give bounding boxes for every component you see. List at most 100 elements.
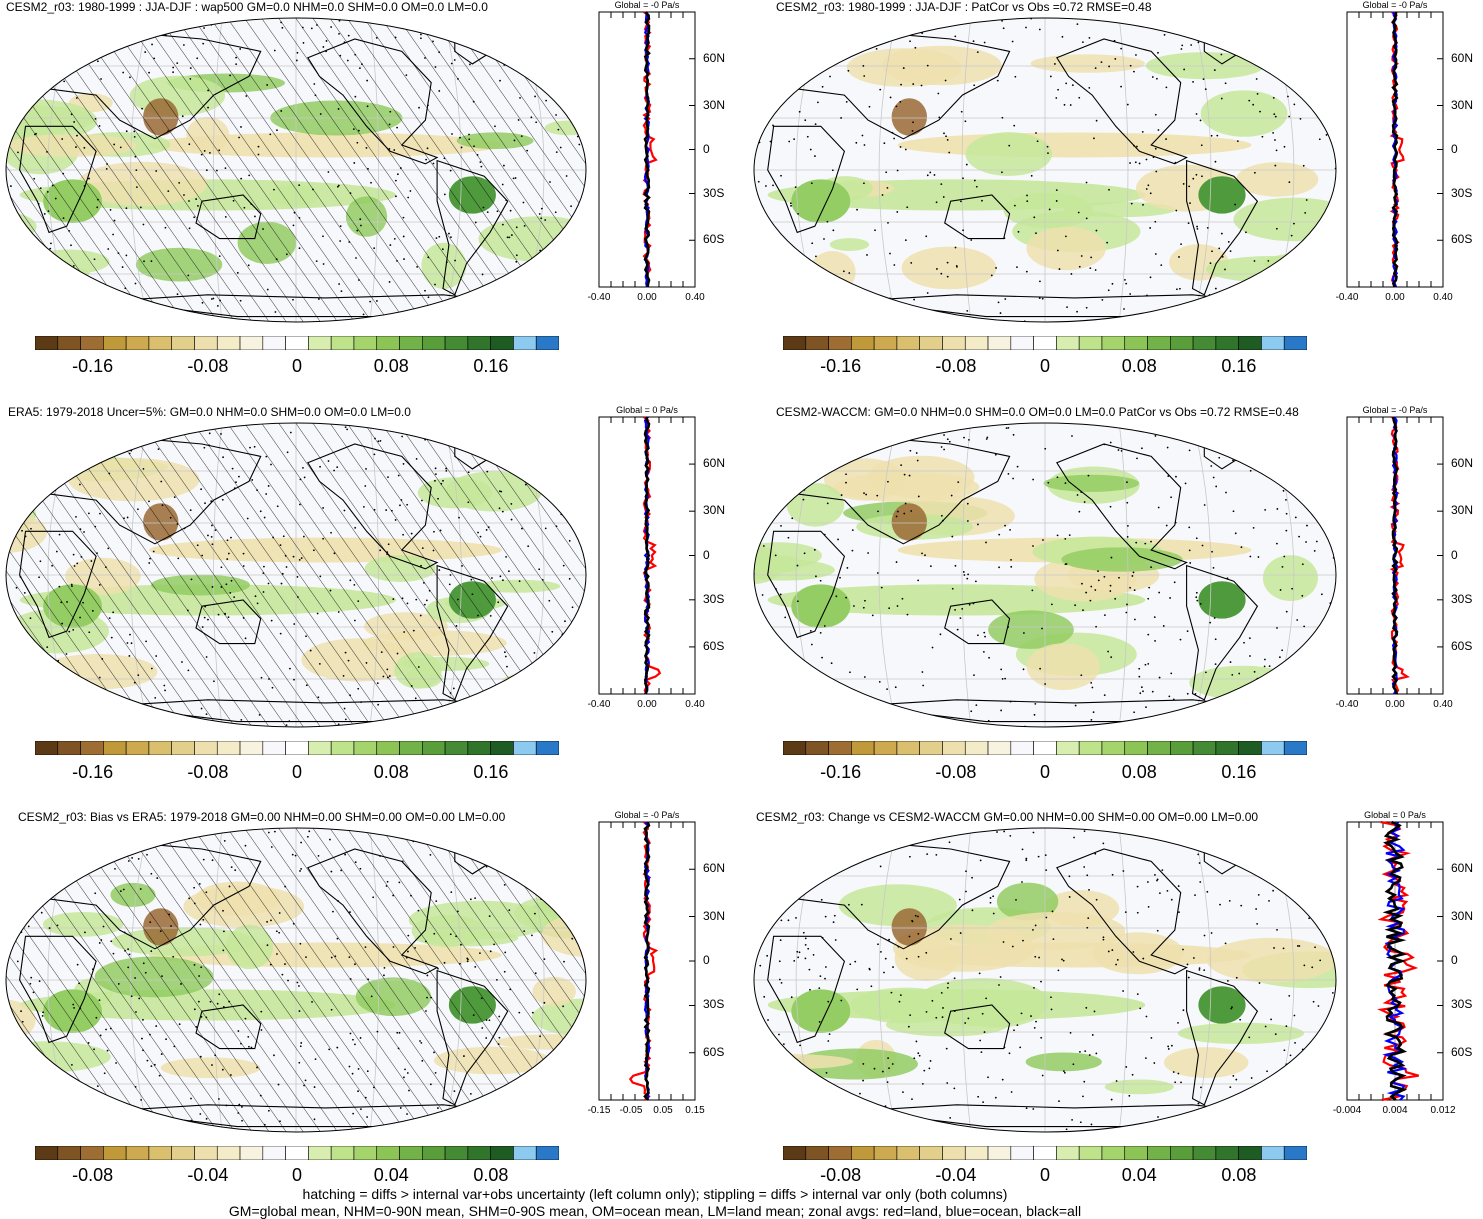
stipple-dot — [884, 957, 887, 960]
stipple-dot — [925, 24, 928, 26]
stipple-dot — [994, 1096, 997, 1099]
stipple-dot — [848, 272, 851, 274]
stipple-dot — [24, 1117, 26, 1120]
stipple-dot — [1008, 144, 1011, 147]
stipple-dot — [1195, 596, 1198, 599]
colorbar-swatch — [34, 1145, 59, 1161]
stipple-dot — [556, 882, 559, 885]
colorbar-label: -0.08 — [820, 1165, 862, 1185]
stipple-dot — [983, 41, 986, 44]
stipple-dot — [998, 533, 1001, 536]
stipple-dot — [914, 46, 917, 49]
colorbar-swatch — [1147, 1145, 1171, 1161]
stipple-dot — [513, 276, 516, 279]
stipple-dot — [1172, 698, 1175, 701]
zonal-mean-plot: Global = -0 Pa/s 60N 30N 0 30S 60S -0.15 -0.05 0… — [588, 810, 754, 1138]
stipple-dot — [1325, 134, 1328, 136]
colorbar-swatch — [239, 740, 264, 756]
stipple-dot — [541, 459, 544, 461]
stipple-dot — [1226, 979, 1229, 982]
stipple-dot — [791, 1076, 794, 1079]
stipple-dot — [796, 600, 799, 603]
stipple-dot — [1030, 1015, 1032, 1017]
zonal-lat-label: 60S — [703, 232, 725, 247]
stipple-dot — [1184, 482, 1187, 485]
stipple-dot — [1317, 1005, 1320, 1007]
field-blob — [791, 179, 851, 224]
stipple-dot — [905, 957, 908, 960]
stipple-dot — [765, 703, 768, 706]
stipple-dot — [1001, 678, 1004, 680]
stipple-dot — [452, 23, 454, 26]
stipple-dot — [1272, 272, 1275, 275]
stipple-dot — [1002, 27, 1005, 30]
colorbar-swatch — [964, 335, 989, 351]
stipple-dot — [1041, 297, 1044, 300]
colorbar-label: -0.16 — [820, 356, 862, 376]
stipple-dot — [1229, 1086, 1232, 1089]
stipple-dot — [25, 632, 28, 635]
colorbar-swatch — [942, 740, 966, 756]
stipple-dot — [544, 702, 547, 705]
colorbar-swatch — [353, 1145, 378, 1161]
stipple-dot — [1235, 1078, 1238, 1081]
stipple-dot — [796, 950, 799, 953]
stipple-dot — [1140, 686, 1143, 689]
field-blob — [1061, 547, 1183, 572]
stipple-dot — [895, 105, 898, 108]
stipple-dot — [96, 302, 98, 304]
stipple-dot — [1095, 625, 1097, 628]
stipple-dot — [1150, 540, 1152, 543]
stipple-dot — [1260, 311, 1262, 314]
stipple-dot — [429, 23, 432, 26]
stipple-dot — [981, 199, 983, 202]
stipple-dot — [1058, 268, 1061, 270]
stipple-dot — [16, 1129, 19, 1132]
stipple-dot — [834, 33, 837, 36]
stipple-dot — [1287, 95, 1289, 98]
stipple-dot — [1250, 1077, 1253, 1079]
field-blob — [1189, 665, 1296, 700]
field-blob — [1200, 90, 1288, 137]
stipple-dot — [1097, 579, 1100, 582]
stipple-dot — [1165, 138, 1167, 140]
zonal-title: Global = 0 Pa/s — [1364, 810, 1426, 820]
field-blob — [833, 472, 980, 503]
colorbar-swatch — [964, 1145, 989, 1161]
stipple-dot — [1253, 171, 1256, 174]
stipple-dot — [814, 123, 817, 126]
stipple-dot — [1330, 285, 1333, 288]
stipple-dot — [1232, 459, 1234, 462]
stipple-dot — [90, 1088, 93, 1091]
coastline-south-america — [1186, 969, 1259, 1106]
stipple-dot — [1282, 489, 1285, 492]
colorbar-swatch — [828, 740, 852, 756]
stipple-dot — [1086, 874, 1089, 877]
stipple-dot — [1045, 869, 1048, 872]
stipple-dot — [894, 686, 897, 689]
stipple-dot — [1318, 1100, 1320, 1103]
stipple-dot — [768, 261, 771, 264]
colorbar-swatch — [1033, 335, 1057, 351]
stipple-dot — [1039, 667, 1041, 670]
colorbar-swatch — [805, 1145, 829, 1161]
stipple-dot — [1202, 22, 1205, 25]
stipple-dot — [30, 277, 33, 280]
colorbar-swatch — [896, 335, 920, 351]
graticule-line — [1118, 18, 1129, 322]
stipple-dot — [82, 292, 84, 295]
stipple-dot — [1211, 550, 1213, 553]
stipple-dot — [860, 429, 863, 432]
stipple-dot — [509, 829, 512, 832]
colorbar-swatch — [285, 335, 309, 351]
stipple-dot — [1154, 113, 1157, 116]
stipple-dot — [973, 674, 975, 677]
colorbar-svg — [34, 1145, 560, 1161]
stipple-dot — [1285, 1025, 1288, 1028]
stipple-dot — [1273, 266, 1276, 269]
stipple-dot — [1195, 113, 1198, 115]
stipple-dot — [776, 273, 779, 275]
stipple-dot — [909, 855, 911, 858]
stipple-dot — [1239, 1110, 1242, 1113]
stipple-dot — [217, 824, 219, 826]
